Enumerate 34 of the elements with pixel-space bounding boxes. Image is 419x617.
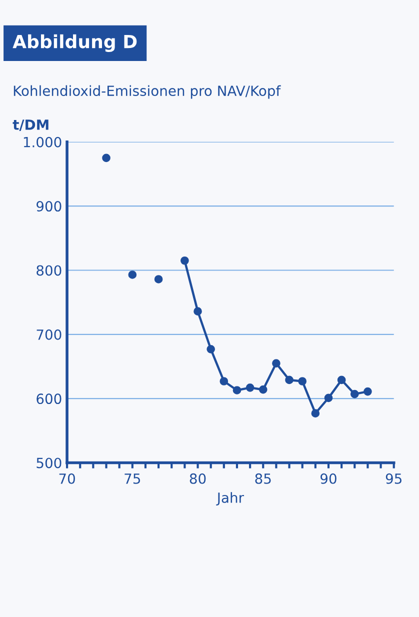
x-tick-label: 75	[124, 474, 140, 484]
y-tick-label: 800	[36, 265, 62, 276]
point	[232, 386, 242, 394]
point	[194, 307, 202, 316]
chart-subtitle: Kohlendioxid-Emissionen pro NAV/Kopf	[14, 85, 281, 99]
point	[206, 345, 216, 354]
y-tick-label: 900	[36, 201, 62, 212]
point	[258, 385, 268, 394]
x-tick-label: 80	[190, 473, 206, 484]
point	[220, 377, 228, 386]
point	[350, 390, 359, 398]
x-tick-label: 70	[59, 473, 75, 484]
point	[272, 359, 280, 368]
point	[180, 256, 189, 265]
point	[324, 394, 333, 402]
point	[311, 409, 320, 418]
point	[364, 387, 372, 396]
point	[298, 377, 307, 386]
chart-title: Abbildung D	[12, 34, 137, 52]
y-tick-label: 700	[36, 329, 62, 340]
x-axis-title: Jahr	[216, 492, 244, 506]
y-tick-label: 500	[36, 458, 62, 468]
y-tick-label: 1.000	[24, 136, 62, 148]
point	[102, 154, 110, 162]
x-tick-label: 90	[320, 473, 336, 484]
point	[285, 376, 294, 384]
y-axis-title: t/DM	[12, 120, 48, 132]
point	[128, 270, 137, 279]
x-tick-label: 85	[255, 473, 271, 484]
point	[337, 376, 346, 384]
x-tick-label: 95	[386, 473, 402, 484]
y-tick-label: 600	[36, 394, 62, 404]
point	[246, 384, 254, 392]
point	[154, 275, 163, 284]
